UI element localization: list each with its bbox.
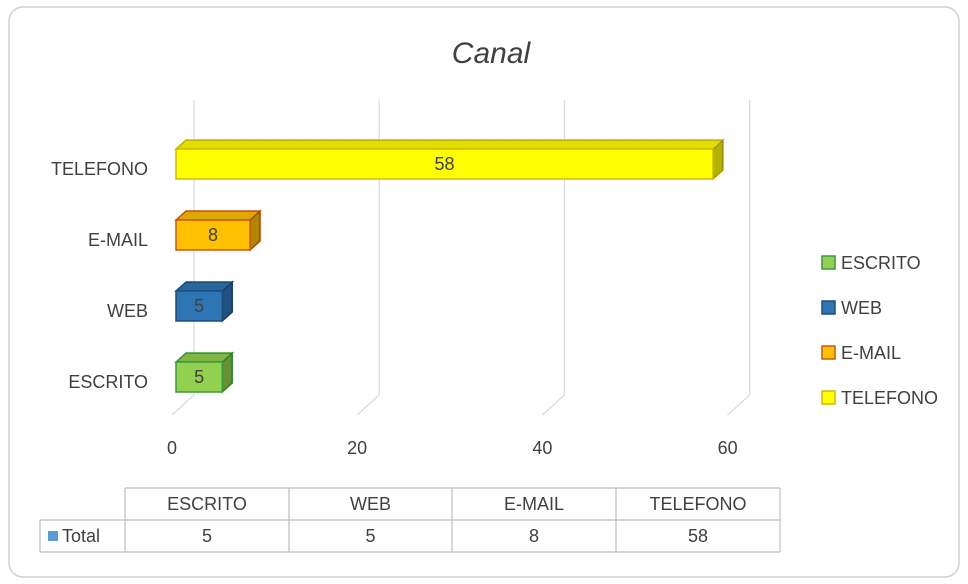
legend-swatch — [821, 390, 836, 405]
chart-title: Canal — [452, 37, 532, 70]
bar-face — [713, 140, 724, 179]
y-tick-label: ESCRITO — [68, 372, 148, 392]
table-value: 5 — [202, 526, 212, 546]
bar-face — [176, 353, 233, 362]
bar-face — [222, 282, 233, 321]
y-tick-label: TELEFONO — [51, 159, 148, 179]
grid-line — [727, 100, 751, 416]
grid-line — [541, 100, 565, 416]
x-tick-label: 0 — [167, 438, 177, 458]
bar-face — [176, 140, 724, 149]
chart-frame — [8, 6, 960, 578]
table-header: WEB — [350, 494, 391, 514]
legend-label: WEB — [841, 298, 882, 318]
bar-face — [222, 353, 233, 392]
legend-swatch — [821, 300, 836, 315]
bar — [174, 351, 235, 394]
data-label: 5 — [194, 296, 204, 316]
table-value: 8 — [529, 526, 539, 546]
x-tick-label: 20 — [347, 438, 367, 458]
data-label: 5 — [194, 367, 204, 387]
table-header: TELEFONO — [649, 494, 746, 514]
table-header: ESCRITO — [167, 494, 247, 514]
table-swatch — [48, 531, 58, 541]
bar — [174, 209, 263, 252]
bar-face — [250, 211, 261, 250]
legend-label: E-MAIL — [841, 343, 901, 363]
bar-face — [175, 290, 224, 322]
table-value: 58 — [688, 526, 708, 546]
legend-swatch — [821, 255, 836, 270]
x-tick-label: 60 — [718, 438, 738, 458]
y-tick-label: E-MAIL — [88, 230, 148, 250]
bar-face — [176, 211, 261, 220]
bar-face — [175, 361, 224, 393]
bar-face — [175, 219, 251, 251]
table-header: E-MAIL — [504, 494, 564, 514]
data-label: 58 — [435, 154, 455, 174]
table-value: 5 — [365, 526, 375, 546]
bar — [174, 138, 726, 181]
legend-label: ESCRITO — [841, 253, 921, 273]
table-series-name: Total — [62, 526, 100, 546]
bar-face — [176, 282, 233, 291]
data-label: 8 — [208, 225, 218, 245]
grid-line — [356, 100, 380, 416]
bar-face — [175, 148, 714, 180]
x-tick-label: 40 — [532, 438, 552, 458]
legend-label: TELEFONO — [841, 388, 938, 408]
grid-line — [171, 100, 195, 416]
bar — [174, 280, 235, 323]
legend-swatch — [821, 345, 836, 360]
y-tick-label: WEB — [107, 301, 148, 321]
